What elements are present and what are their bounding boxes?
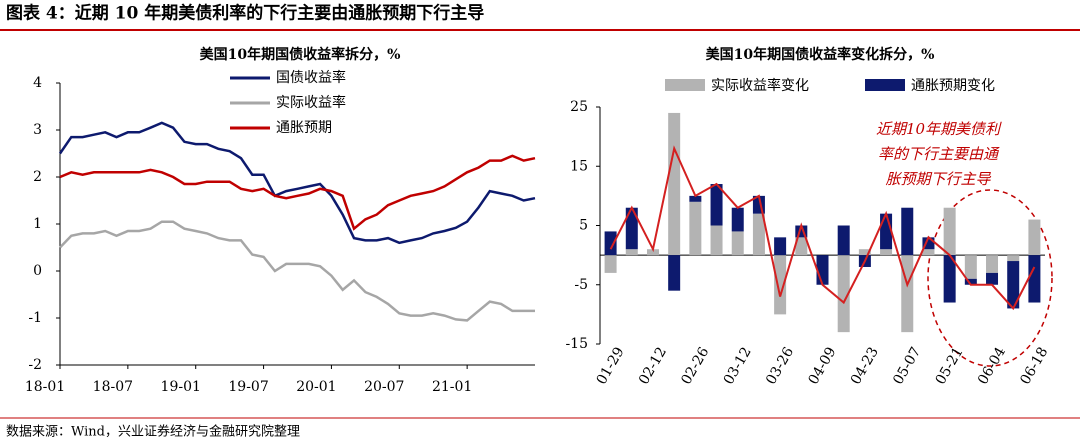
y-tick-label: 2 <box>33 169 42 185</box>
bar <box>625 207 638 250</box>
x-tick-label: 05-07 <box>890 345 924 388</box>
legend-label: 实际收益率 <box>276 94 346 111</box>
x-tick-label: 04-23 <box>848 345 882 388</box>
y-tick-label: -15 <box>565 336 588 352</box>
bar <box>901 207 914 256</box>
bar <box>986 272 999 285</box>
y-tick-label: 25 <box>570 99 588 115</box>
bar <box>668 255 681 291</box>
legend-swatch <box>865 79 905 91</box>
y-tick-label: -5 <box>574 277 588 293</box>
bar <box>604 255 617 273</box>
bar <box>880 249 893 256</box>
x-tick-label: 02-26 <box>678 344 712 387</box>
bar <box>668 112 681 256</box>
bar <box>901 255 914 333</box>
x-tick-label: 02-12 <box>636 345 670 388</box>
x-tick-label: 18-01 <box>25 379 65 395</box>
y-tick-label: 3 <box>33 122 42 138</box>
y-tick-label: 15 <box>570 158 588 174</box>
bar <box>646 249 659 256</box>
y-tick-label: 1 <box>33 216 42 232</box>
bar <box>837 225 850 256</box>
bar <box>625 249 638 256</box>
bar <box>710 184 723 226</box>
x-tick-label: 03-12 <box>721 345 755 388</box>
bar <box>837 255 850 333</box>
legend-label: 国债收益率 <box>276 69 346 86</box>
series-line <box>59 220 535 322</box>
annotation: 率的下行主要由通 <box>878 145 1000 163</box>
bar <box>1028 219 1041 256</box>
bar <box>964 255 977 279</box>
left-chart-title: 美国10年期国债收益率拆分，% <box>200 46 401 63</box>
x-tick-label: 20-07 <box>364 379 404 395</box>
x-tick-label: 21-01 <box>432 379 472 395</box>
x-tick-label: 04-09 <box>805 345 839 388</box>
x-tick-label: 03-26 <box>763 344 797 387</box>
bar <box>795 237 808 256</box>
bar <box>858 249 871 256</box>
bar <box>922 249 935 256</box>
highlight-ellipse <box>927 189 1053 367</box>
x-tick-label: 01-29 <box>594 345 628 388</box>
x-tick-label: 05-21 <box>933 345 967 388</box>
legend-label: 通胀预期 <box>276 120 332 136</box>
x-tick-label: 06-18 <box>1017 345 1051 388</box>
x-tick-label: 19-01 <box>161 379 201 395</box>
x-tick-label: 20-01 <box>296 379 336 395</box>
bar <box>752 213 765 256</box>
series-line <box>609 145 1036 311</box>
bar <box>689 195 702 202</box>
y-tick-label: 4 <box>33 75 42 91</box>
x-tick-label: 18-07 <box>93 379 133 395</box>
y-tick-label: -1 <box>28 310 42 326</box>
legend-swatch <box>665 79 705 91</box>
bar <box>731 231 744 256</box>
right-chart-title: 美国10年期国债收益率变化拆分，% <box>706 46 935 63</box>
x-tick-label: 19-07 <box>228 379 268 395</box>
x-tick-label: 06-04 <box>975 344 1009 387</box>
series-line <box>59 154 536 231</box>
bar <box>689 201 702 256</box>
legend-label: 实际收益率变化 <box>711 77 809 94</box>
bar <box>986 255 999 273</box>
bar <box>774 255 787 315</box>
series-line <box>58 121 536 245</box>
bar <box>1028 255 1041 303</box>
annotation: 胀预期下行主导 <box>885 170 991 188</box>
bar <box>1007 255 1020 262</box>
y-tick-label: 0 <box>33 263 42 279</box>
figure-title: 图表 4：近期 10 年期美债利率的下行主要由通胀预期下行主导 <box>6 3 484 24</box>
bar <box>922 237 935 250</box>
legend-label: 通胀预期变化 <box>911 78 995 94</box>
bar <box>774 237 787 256</box>
bar <box>964 278 977 285</box>
bar <box>943 207 956 256</box>
y-tick-label: 5 <box>579 218 588 234</box>
y-tick-label: -2 <box>28 357 42 373</box>
bar <box>880 213 893 250</box>
source-note: 数据来源：Wind，兴业证券经济与金融研究院整理 <box>6 424 300 440</box>
bar <box>604 231 617 256</box>
bar <box>731 207 744 232</box>
bar <box>1007 261 1020 309</box>
bar <box>795 225 808 238</box>
annotation: 近期10年期美债利 <box>876 120 1002 138</box>
bar <box>943 255 956 303</box>
bar <box>710 225 723 256</box>
bar <box>816 255 829 285</box>
